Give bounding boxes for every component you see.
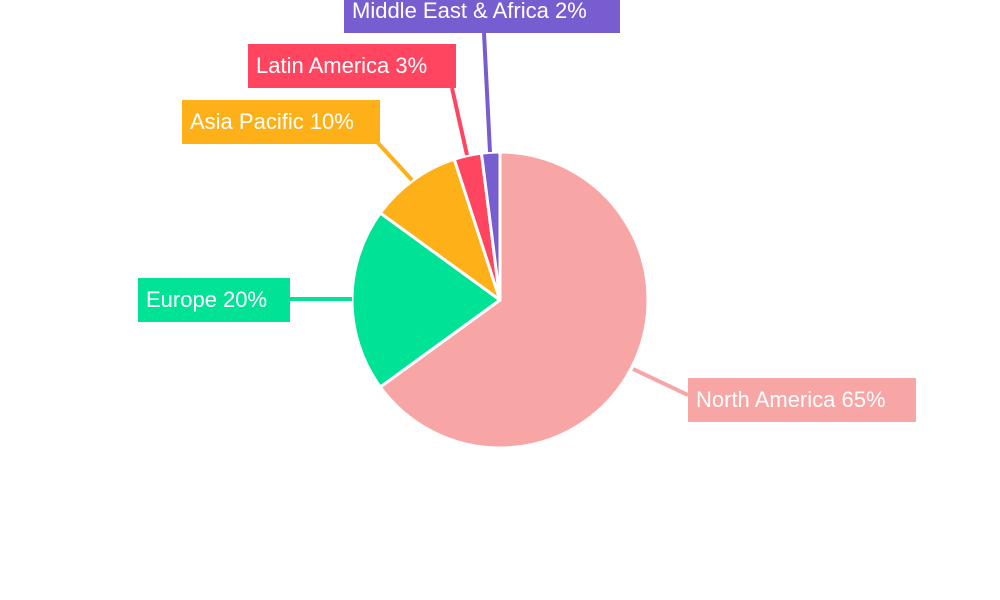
slice-europe	[350, 211, 502, 389]
leader-line-middle-east-africa	[482, 32, 492, 153]
leader-line-north-america	[632, 367, 689, 397]
label-europe: Europe 20%	[138, 278, 290, 322]
slice-middle-east-africa	[479, 150, 502, 302]
slice-asia-pacific	[378, 157, 502, 302]
slice-north-america	[378, 150, 650, 450]
leader-line-latin-america	[450, 87, 469, 156]
label-asia-pacific: Asia Pacific 10%	[182, 100, 380, 144]
label-north-america: North America 65%	[688, 378, 916, 422]
leader-line-asia-pacific	[376, 141, 414, 182]
label-middle-east-africa: Middle East & Africa 2%	[344, 0, 620, 33]
label-latin-america: Latin America 3%	[248, 44, 456, 88]
